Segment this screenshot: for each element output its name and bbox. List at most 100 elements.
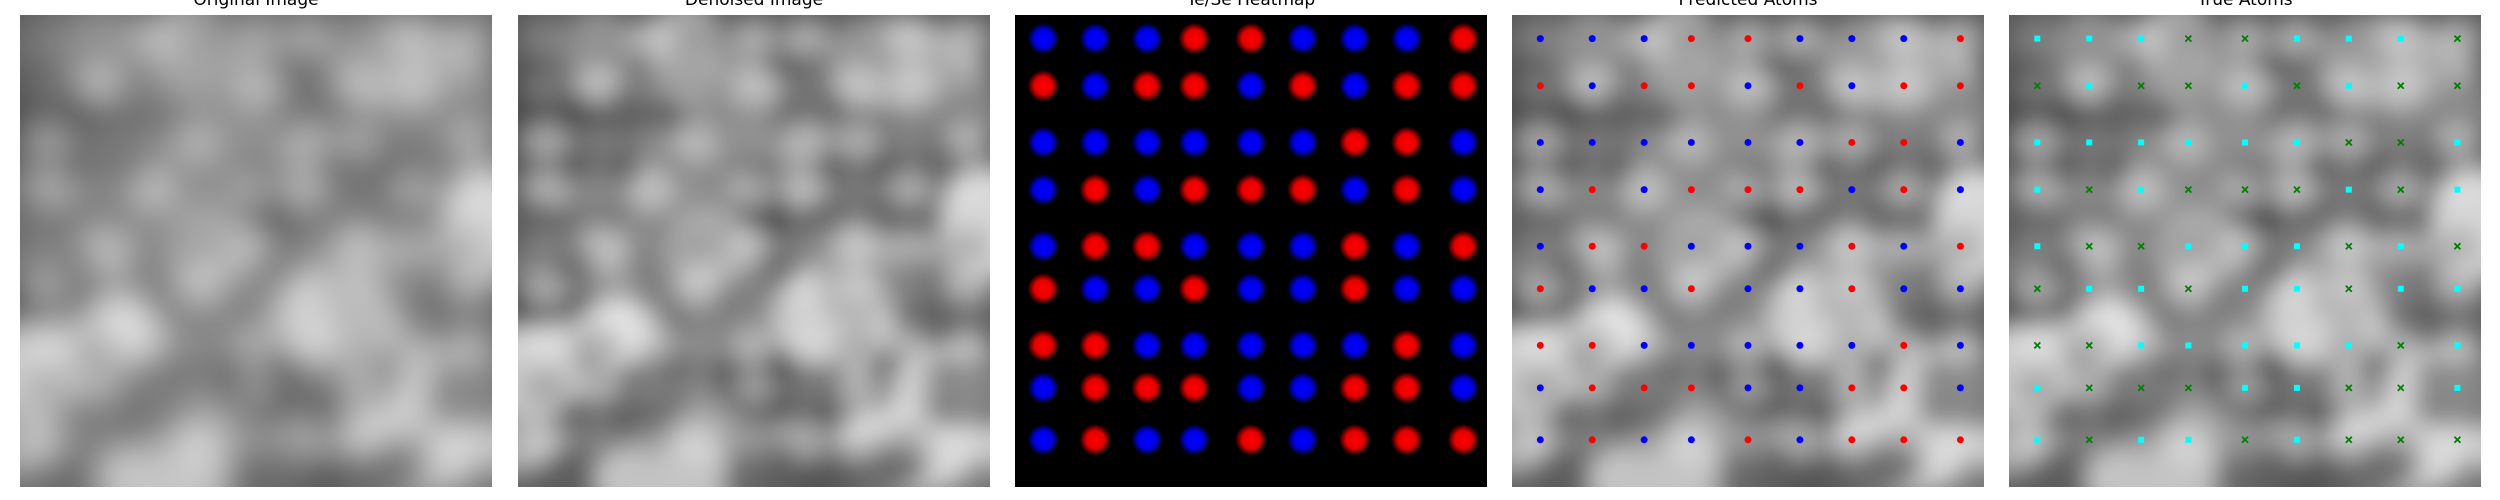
true-atoms-image <box>2009 15 2481 487</box>
predicted-atom-marker <box>1536 82 1544 90</box>
true-atom-x-marker <box>2397 384 2405 392</box>
heatmap-peak <box>1286 329 1319 362</box>
true-atom-x-marker <box>2453 34 2462 43</box>
true-atom-x-marker <box>2345 285 2353 293</box>
true-atom-square-marker <box>2397 285 2404 292</box>
true-atom-x-marker <box>2453 82 2462 90</box>
true-atom-x-marker <box>2085 242 2093 250</box>
true-atom-square-marker <box>2034 35 2041 42</box>
heatmap-peak <box>1131 230 1164 263</box>
predicted-atom-marker <box>1900 285 1908 293</box>
heatmap-peak <box>1286 69 1319 102</box>
heatmap-peak <box>1079 230 1112 263</box>
heatmap-peak <box>1027 230 1060 263</box>
heatmap-peak <box>1235 126 1267 159</box>
panel-title: Predicted Atoms <box>1678 0 1818 10</box>
heatmap-peak <box>1390 126 1423 159</box>
heatmap-peak <box>1338 423 1371 456</box>
predicted-atom-marker <box>1640 285 1648 293</box>
true-atom-square-marker <box>2138 186 2145 193</box>
predicted-atom-marker <box>1687 242 1695 250</box>
heatmap-peak <box>1338 272 1371 305</box>
predicted-atom-marker <box>1956 82 1964 90</box>
predicted-atom-marker <box>1640 341 1648 349</box>
heatmap-peak <box>1390 69 1423 102</box>
true-atom-x-marker <box>2397 341 2405 350</box>
predicted-atom-marker <box>1687 138 1695 146</box>
true-atom-square-marker <box>2034 436 2041 443</box>
true-atom-x-marker <box>2397 138 2405 147</box>
true-atom-x-marker <box>2033 82 2041 90</box>
true-atom-square-marker <box>2293 243 2300 250</box>
true-atom-square-marker <box>2034 139 2041 146</box>
true-atom-x-marker <box>2453 436 2462 444</box>
predicted-atoms-image <box>1512 15 1984 487</box>
predicted-atom-marker <box>1848 436 1856 444</box>
true-atom-square-marker <box>2086 139 2093 146</box>
heatmap-peak <box>1286 272 1319 305</box>
predicted-atom-marker <box>1956 285 1964 293</box>
predicted-atom-marker <box>1848 242 1856 250</box>
predicted-atom-marker <box>1956 35 1964 43</box>
true-atom-square-marker <box>2293 384 2300 391</box>
predicted-atom-marker <box>1536 35 1544 43</box>
predicted-atom-marker <box>1687 186 1695 194</box>
heatmap-peak <box>1286 423 1319 456</box>
true-atom-square-marker <box>2454 342 2461 349</box>
heatmap-peak <box>1286 22 1319 55</box>
predicted-atom-marker <box>1796 82 1804 90</box>
true-atom-square-marker <box>2138 436 2145 443</box>
true-atom-square-marker <box>2242 342 2248 349</box>
predicted-atom-marker <box>1796 341 1804 349</box>
true-atom-square-marker <box>2345 342 2352 349</box>
panel-original: Original Image <box>20 0 492 500</box>
true-atom-square-marker <box>2185 342 2192 349</box>
predicted-atom-marker <box>1796 384 1804 392</box>
predicted-atom-marker <box>1956 436 1964 444</box>
predicted-atom-marker <box>1796 285 1804 293</box>
true-atom-x-marker <box>2397 82 2405 90</box>
predicted-atom-marker <box>1588 285 1596 293</box>
denoised-image <box>518 15 990 487</box>
heatmap-peak <box>1178 329 1211 362</box>
predicted-atom-marker <box>1536 341 1544 349</box>
predicted-atom-marker <box>1588 35 1596 43</box>
true-atom-square-marker <box>2397 243 2404 250</box>
heatmap-peak <box>1131 371 1164 404</box>
heatmap-peak <box>1235 371 1267 404</box>
predicted-atom-marker <box>1848 35 1856 43</box>
true-atom-x-marker <box>2241 436 2249 444</box>
panel-title: True Atoms <box>2197 0 2293 10</box>
panel-title: Te/Se Heatmap <box>1186 0 1316 10</box>
heatmap-peak <box>1027 329 1060 362</box>
heatmap-peak <box>1079 329 1112 362</box>
predicted-atom-marker <box>1588 436 1596 444</box>
heatmap-peak <box>1178 69 1211 102</box>
true-atom-square-marker <box>2086 285 2093 292</box>
heatmap-peak <box>1235 22 1267 55</box>
heatmap-peak <box>1079 173 1112 206</box>
predicted-atom-marker <box>1900 436 1908 444</box>
true-atom-x-marker <box>2184 384 2192 392</box>
true-atom-x-marker <box>2085 384 2093 392</box>
heatmap-peak <box>1447 423 1480 456</box>
true-atom-square-marker <box>2293 285 2300 292</box>
true-atom-square-marker <box>2086 35 2093 42</box>
heatmap-peak <box>1235 423 1267 456</box>
true-atom-square-marker <box>2293 436 2300 443</box>
heatmap-peak <box>1390 423 1423 456</box>
heatmap-peak <box>1131 423 1164 456</box>
true-atom-square-marker <box>2454 139 2461 146</box>
panel-title: Original Image <box>193 0 319 10</box>
heatmap-peak <box>1447 69 1480 102</box>
true-atom-x-marker <box>2033 341 2041 350</box>
true-atom-x-marker <box>2345 242 2353 250</box>
true-atom-square-marker <box>2185 436 2192 443</box>
heatmap-peak <box>1286 126 1319 159</box>
heatmap-peak <box>1390 272 1423 305</box>
heatmap-peak <box>1447 22 1480 55</box>
true-atom-square-marker <box>2242 285 2248 292</box>
heatmap-peak <box>1178 126 1211 159</box>
predicted-atom-marker <box>1687 285 1695 293</box>
heatmap-peak <box>1447 329 1480 362</box>
